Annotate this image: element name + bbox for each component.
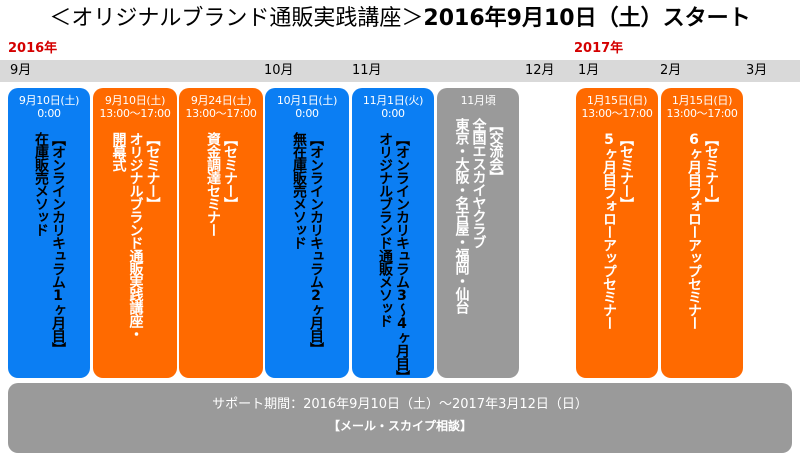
event-date: 10月1日(土) <box>276 94 338 107</box>
event-text: 【オンラインカリキュラム2ヶ月目】 無在庫販売メソッド <box>265 132 349 372</box>
event-text-line: 【オンラインカリキュラム2ヶ月目】 <box>308 132 324 355</box>
event-date: 9月10日(土) <box>104 94 166 107</box>
month-label-oct: 10月 <box>264 63 294 78</box>
month-label-jan: 1月 <box>578 63 600 78</box>
event-text-line: 開幕式 <box>110 132 127 171</box>
month-label-sep: 9月 <box>10 63 32 78</box>
event-text-line: 東京・大阪・名古屋・福岡・仙台 <box>453 118 470 313</box>
event-text-line: オリジナルブランド通販メソッド <box>377 132 393 327</box>
month-bar <box>0 60 800 82</box>
event-text-line: 【オンラインカリキュラム1ヶ月目】 <box>50 132 66 355</box>
month-label-mar: 3月 <box>746 63 768 78</box>
event-date: 9月10日(土) <box>18 94 80 107</box>
title-course-name: ＜オリジナルブランド通販実践講座＞ <box>49 6 424 31</box>
event-text: 【オンラインカリキュラム1ヶ月目】 在庫販売メソッド <box>8 132 90 372</box>
event-date: 11月頃 <box>460 94 496 107</box>
event-time: 0:00 <box>37 107 61 120</box>
event-text: 【セミナー】 5ヶ月目フォローアップセミナー <box>576 132 658 372</box>
event-text-line: 【セミナー】 <box>144 132 161 210</box>
month-label-nov: 11月 <box>352 63 382 78</box>
event-card-networking: 11月頃 【交流会】 全国エスカイヤクラブ 東京・大阪・名古屋・福岡・仙台 <box>437 88 519 378</box>
event-text-line: 【セミナー】 <box>618 132 634 210</box>
month-label-feb: 2月 <box>660 63 682 78</box>
event-text: 【オンラインカリキュラム3～4ヶ月目】 オリジナルブランド通販メソッド <box>352 132 434 383</box>
support-period-panel: サポート期間：2016年9月10日（土）～2017年3月12日（日） 【メール・… <box>8 383 792 453</box>
event-text-line: 【交流会】 <box>487 118 504 183</box>
event-date: 1月15日(日) <box>671 94 733 107</box>
event-card-funding-seminar: 9月24日(土) 13:00～17:00 【セミナー】 資金調達セミナー <box>179 88 263 378</box>
month-label-dec: 12月 <box>525 63 555 78</box>
year-label-2016: 2016年 <box>8 41 58 56</box>
page-title: ＜オリジナルブランド通販実践講座＞2016年9月10日（土）スタート <box>0 4 800 34</box>
event-text-line: 在庫販売メソッド <box>33 132 49 236</box>
event-text: 【セミナー】 資金調達セミナー <box>179 132 263 372</box>
event-text-line: 【セミナー】 <box>703 132 719 210</box>
event-text: 【交流会】 全国エスカイヤクラブ 東京・大阪・名古屋・福岡・仙台 <box>437 118 519 372</box>
event-text-line: 6ヶ月目フォローアップセミナー <box>686 132 702 329</box>
event-time: 13:00～17:00 <box>666 107 738 120</box>
event-date: 11月1日(火) <box>362 94 424 107</box>
event-text-line: 資金調達セミナー <box>205 132 221 236</box>
event-time: 13:00～17:00 <box>185 107 257 120</box>
event-text: 【セミナー】 6ヶ月目フォローアップセミナー <box>661 132 743 372</box>
event-card-followup-month5: 1月15日(日) 13:00～17:00 【セミナー】 5ヶ月目フォローアップセ… <box>576 88 658 378</box>
support-contact-text: 【メール・スカイプ相談】 <box>327 419 472 433</box>
event-time: 13:00～17:00 <box>581 107 653 120</box>
event-time: 0:00 <box>295 107 319 120</box>
event-text-line: オリジナルブランド通販実践講座・ <box>127 132 144 340</box>
event-card-followup-month6: 1月15日(日) 13:00～17:00 【セミナー】 6ヶ月目フォローアップセ… <box>661 88 743 378</box>
event-card-online-month2: 10月1日(土) 0:00 【オンラインカリキュラム2ヶ月目】 無在庫販売メソッ… <box>265 88 349 378</box>
support-period-text: サポート期間：2016年9月10日（土）～2017年3月12日（日） <box>212 397 588 412</box>
event-text-line: 無在庫販売メソッド <box>291 132 307 249</box>
event-card-online-month1: 9月10日(土) 0:00 【オンラインカリキュラム1ヶ月目】 在庫販売メソッド <box>8 88 90 378</box>
event-text-line: 【オンラインカリキュラム3～4ヶ月目】 <box>394 132 410 383</box>
event-text: 【セミナー】 オリジナルブランド通販実践講座・ 開幕式 <box>93 132 177 372</box>
event-time: 0:00 <box>381 107 405 120</box>
event-text-line: 【セミナー】 <box>222 132 238 210</box>
event-card-online-month3-4: 11月1日(火) 0:00 【オンラインカリキュラム3～4ヶ月目】 オリジナルブ… <box>352 88 434 383</box>
title-start-date: 2016年9月10日（土）スタート <box>423 6 751 31</box>
event-date: 1月15日(日) <box>586 94 648 107</box>
event-card-opening-seminar: 9月10日(土) 13:00～17:00 【セミナー】 オリジナルブランド通販実… <box>93 88 177 378</box>
event-text-line: 5ヶ月目フォローアップセミナー <box>601 132 617 329</box>
event-text-line: 全国エスカイヤクラブ <box>470 118 487 248</box>
year-label-2017: 2017年 <box>574 41 624 56</box>
event-time: 13:00～17:00 <box>99 107 171 120</box>
event-date: 9月24日(土) <box>190 94 252 107</box>
